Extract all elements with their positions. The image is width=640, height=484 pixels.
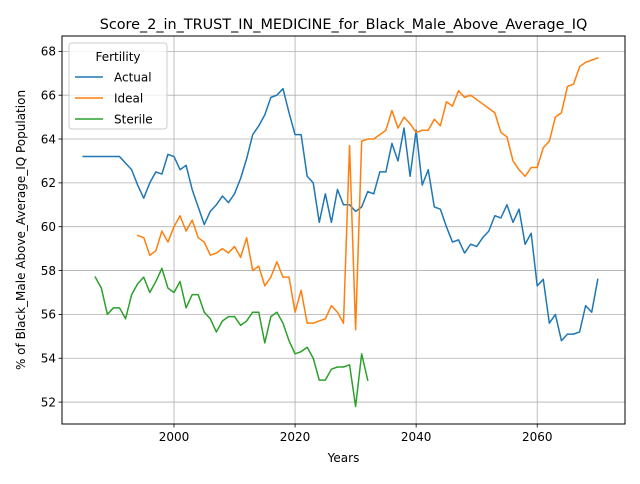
x-tick-label: 2000 <box>159 430 190 444</box>
series-line-ideal <box>136 56 599 331</box>
axes-frame <box>61 35 626 425</box>
legend-title: Fertility <box>95 50 140 64</box>
y-tick-label: 64 <box>41 132 56 146</box>
series-line-actual <box>82 87 599 342</box>
y-tick-label: 58 <box>41 264 56 278</box>
legend-box <box>68 42 168 130</box>
y-tick-label: 56 <box>41 308 56 322</box>
y-axis-label: % of Black_Male Above_Average_IQ Populat… <box>14 90 28 370</box>
x-axis-label: Years <box>327 451 360 465</box>
y-tick-label: 66 <box>41 88 56 102</box>
series-lines <box>82 56 599 408</box>
series-line-sterile <box>94 267 369 408</box>
chart-title: Score_2_in_TRUST_IN_MEDICINE_for_Black_M… <box>100 17 588 33</box>
y-tick-label: 52 <box>41 395 56 409</box>
grid <box>62 36 625 424</box>
x-tick-label: 2020 <box>280 430 311 444</box>
legend-label-sterile: Sterile <box>114 112 153 126</box>
legend-label-actual: Actual <box>114 70 152 84</box>
y-tick-label: 68 <box>41 45 56 59</box>
legend: Fertility Actual Ideal Sterile <box>68 42 168 130</box>
y-tick-label: 54 <box>41 352 56 366</box>
x-tick-label: 2040 <box>401 430 432 444</box>
x-tick-label: 2060 <box>522 430 553 444</box>
ticks: 2000 2020 2040 2060 52 54 56 58 60 62 64 66 68 <box>41 45 553 444</box>
y-tick-label: 60 <box>41 220 56 234</box>
y-tick-label: 62 <box>41 176 56 190</box>
legend-entries: Actual Ideal Sterile <box>75 70 153 126</box>
legend-label-ideal: Ideal <box>114 91 143 105</box>
